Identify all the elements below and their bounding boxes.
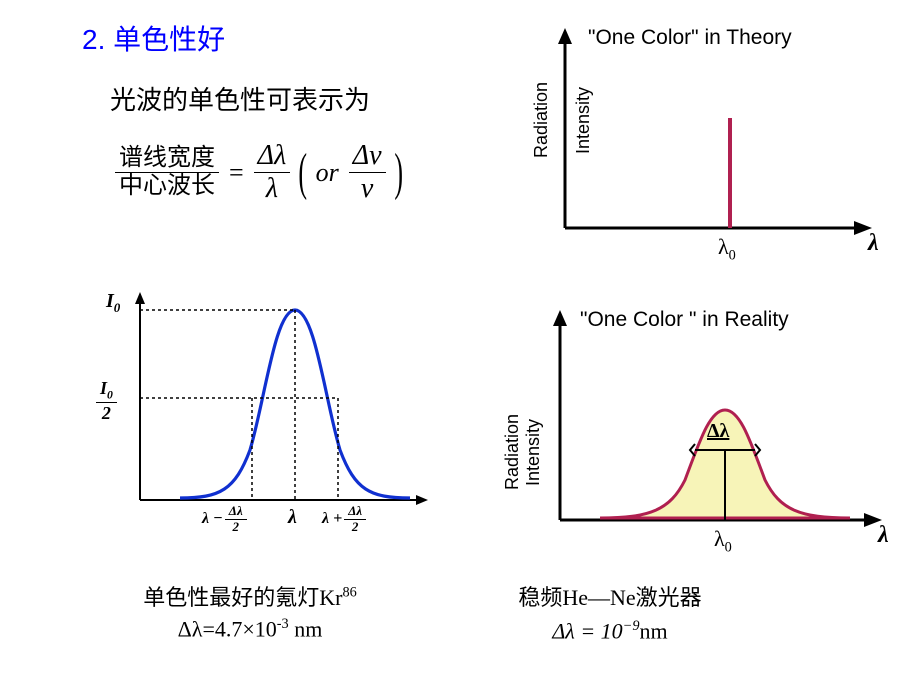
caption-left-line1: 单色性最好的氪灯Kr86 (100, 580, 400, 612)
reality-ylabel-2: Intensity (523, 419, 543, 486)
reality-ylabel: Radiation Intensity (502, 414, 544, 490)
bell-x-right-num: Δλ (344, 504, 366, 520)
theory-x-lambda: λ (868, 230, 879, 257)
bell-y-half-num-sub: 0 (107, 389, 113, 402)
reality-ylabel-1: Radiation (502, 414, 522, 490)
theory-x-lambda0: λ0 (718, 234, 736, 264)
bell-chart: I0 I0 2 λ λ − Δλ 2 λ + Δλ 2 (70, 280, 440, 545)
caption-right-line2: Δλ = 10−9nm (460, 618, 760, 644)
caption-left-l1a: 单色性最好的氪灯Kr (143, 585, 342, 610)
caption-right-l2a: Δλ = 10 (552, 618, 622, 643)
formula-first-den: λ (262, 173, 282, 205)
formula-first-frac: Δλ λ (254, 140, 291, 205)
formula-left-den: 中心波长 (115, 173, 219, 201)
formula-second-frac: Δν ν (349, 140, 386, 205)
theory-chart: "One Color" in Theory Radiation Intensit… (490, 18, 890, 273)
bell-x-left: λ − Δλ 2 (202, 504, 247, 535)
caption-right-l2b: nm (639, 618, 667, 643)
bell-x-center: λ (288, 506, 297, 529)
theory-title: "One Color" in Theory (588, 26, 792, 50)
bell-y-top-sym: I (106, 290, 114, 312)
bell-x-left-main: λ − (202, 510, 223, 528)
heading: 2. 单色性好 (82, 18, 225, 58)
caption-left-l2sup: -3 (277, 616, 289, 632)
formula-left-frac: 谱线宽度 中心波长 (115, 145, 219, 201)
theory-x-lambda0-sub: 0 (729, 247, 736, 263)
formula-second-num: Δν (349, 140, 386, 173)
bell-y-top: I0 (106, 290, 120, 316)
reality-x-lambda: λ (878, 522, 889, 549)
main-formula: 谱线宽度 中心波长 = Δλ λ ( or Δν ν ) (115, 140, 401, 205)
theory-ylabel: Radiation Intensity (510, 82, 615, 188)
formula-or: or (316, 158, 339, 188)
bell-x-right: λ + Δλ 2 (322, 504, 366, 535)
intro-line: 光波的单色性可表示为 (110, 80, 370, 117)
bell-y-half-num: I (100, 378, 107, 398)
formula-paren-close: ) (394, 143, 403, 202)
bell-x-right-den: 2 (348, 520, 363, 535)
caption-left-l1sup: 86 (342, 585, 356, 601)
reality-x-lambda0-sym: λ (714, 526, 725, 551)
bell-chart-svg (70, 280, 440, 540)
reality-title: "One Color " in Reality (580, 308, 789, 332)
caption-left-l2b: nm (289, 616, 323, 641)
bell-y-top-sub: 0 (114, 300, 121, 315)
slide: 2. 单色性好 光波的单色性可表示为 谱线宽度 中心波长 = Δλ λ ( or… (0, 0, 920, 690)
bell-x-left-num: Δλ (225, 504, 247, 520)
bell-x-left-den: 2 (229, 520, 244, 535)
formula-paren-open: ( (299, 143, 308, 202)
caption-right: 稳频He—Ne激光器 Δλ = 10−9nm (460, 580, 760, 644)
caption-left-line2: Δλ=4.7×10-3 nm (100, 616, 400, 642)
caption-right-l2sup: −9 (623, 618, 640, 634)
caption-right-line1: 稳频He—Ne激光器 (460, 580, 760, 612)
theory-x-lambda0-sym: λ (718, 234, 729, 259)
caption-left-l2a: Δλ=4.7×10 (178, 616, 277, 641)
reality-chart: "One Color " in Reality Radiation Intens… (480, 300, 900, 565)
heading-text: 单色性好 (113, 24, 225, 55)
bell-y-half-den: 2 (98, 403, 115, 424)
bell-y-half: I0 2 (96, 378, 117, 424)
reality-delta-label: Δλ (707, 420, 729, 443)
bell-x-right-main: λ + (322, 510, 342, 528)
formula-equals: = (229, 158, 244, 188)
reality-x-lambda0: λ0 (714, 526, 732, 556)
caption-left: 单色性最好的氪灯Kr86 Δλ=4.7×10-3 nm (100, 580, 400, 642)
formula-left-num: 谱线宽度 (115, 145, 219, 174)
formula-second-den: ν (357, 173, 377, 205)
reality-x-lambda0-sub: 0 (725, 539, 732, 555)
theory-ylabel-1: Radiation (531, 82, 551, 158)
theory-ylabel-2: Intensity (573, 87, 593, 154)
formula-first-num: Δλ (254, 140, 291, 173)
heading-number: 2. (82, 24, 105, 55)
